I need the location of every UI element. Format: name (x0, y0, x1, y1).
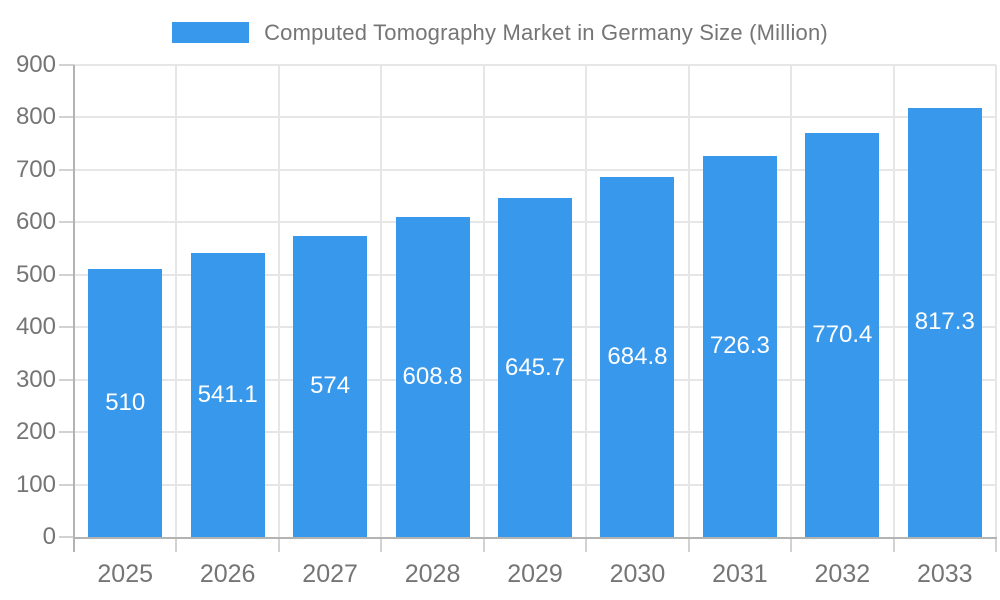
bar-2028[interactable] (395, 217, 470, 537)
y-axis-label: 0 (42, 523, 56, 550)
x-axis-label: 2026 (199, 560, 256, 588)
category-boundary-gridline (482, 64, 485, 537)
x-axis-line (73, 537, 997, 539)
x-axis-label: 2032 (814, 560, 871, 588)
x-axis-tick (995, 539, 997, 552)
category-boundary-gridline (995, 64, 997, 537)
x-axis-label: 2031 (712, 560, 768, 588)
y-axis-tick (59, 168, 74, 171)
x-axis-tick (277, 539, 280, 552)
bar-value-label: 574 (310, 372, 351, 400)
y-axis-label: 300 (15, 365, 56, 393)
category-boundary-gridline (277, 64, 280, 537)
y-axis-label: 700 (15, 155, 56, 183)
bar-2027[interactable] (293, 235, 368, 537)
bar-value-label: 645.7 (504, 353, 566, 381)
category-boundary-gridline (380, 64, 383, 537)
bar-2031[interactable] (702, 155, 777, 537)
bar-value-label: 510 (105, 389, 146, 417)
y-gridline (74, 63, 996, 66)
y-axis-tick (59, 273, 74, 276)
category-boundary-gridline (892, 64, 895, 537)
bar-2026[interactable] (190, 252, 265, 537)
x-axis-tick (175, 539, 178, 552)
y-axis-label: 500 (15, 260, 56, 288)
x-axis-tick (892, 539, 895, 552)
x-axis-label: 2028 (404, 560, 461, 588)
y-axis-label: 800 (15, 103, 56, 130)
bar-value-label: 817.3 (914, 308, 975, 336)
x-axis-tick (790, 539, 793, 552)
x-axis-label: 2033 (916, 560, 973, 588)
y-axis-tick (59, 116, 74, 118)
category-boundary-gridline (585, 64, 588, 537)
legend-swatch (172, 22, 250, 43)
x-axis-label: 2027 (302, 560, 358, 588)
x-axis-tick (687, 539, 690, 552)
bar-2033[interactable] (907, 107, 982, 537)
x-axis-label: 2025 (97, 560, 154, 588)
y-axis-tick (59, 536, 74, 538)
bar-value-label: 541.1 (197, 380, 258, 408)
y-axis-label: 900 (15, 50, 56, 78)
y-axis-label: 600 (15, 208, 56, 235)
bar-value-label: 608.8 (402, 363, 463, 391)
y-gridline (74, 168, 996, 171)
y-axis-tick (59, 378, 74, 381)
bar-value-label: 684.8 (607, 343, 668, 371)
x-axis-tick (380, 539, 383, 552)
category-boundary-gridline (687, 64, 690, 537)
category-boundary-gridline (175, 64, 178, 537)
category-boundary-gridline (790, 64, 793, 537)
x-axis-tick (482, 539, 485, 552)
y-gridline (74, 116, 996, 118)
x-axis-label: 2029 (507, 560, 563, 588)
y-axis-label: 100 (15, 470, 56, 498)
legend-label: Computed Tomography Market in Germany Si… (264, 19, 828, 45)
x-axis-tick (585, 539, 588, 552)
y-axis-tick (59, 431, 74, 433)
y-axis-label: 400 (15, 313, 56, 340)
y-axis-tick (59, 326, 74, 328)
bar-2029[interactable] (498, 198, 572, 537)
y-axis-tick (59, 483, 74, 486)
y-axis-label: 200 (15, 418, 56, 445)
bar-2030[interactable] (600, 177, 675, 537)
bar-2025[interactable] (88, 269, 163, 537)
y-axis-tick (59, 63, 74, 66)
bar-value-label: 726.3 (709, 332, 770, 360)
chart-legend[interactable]: Computed Tomography Market in Germany Si… (0, 20, 1000, 45)
x-axis-label: 2030 (609, 560, 666, 588)
y-axis-line (73, 64, 75, 552)
bar-2032[interactable] (805, 132, 880, 537)
bar-value-label: 770.4 (812, 320, 873, 348)
y-axis-tick (59, 221, 74, 223)
